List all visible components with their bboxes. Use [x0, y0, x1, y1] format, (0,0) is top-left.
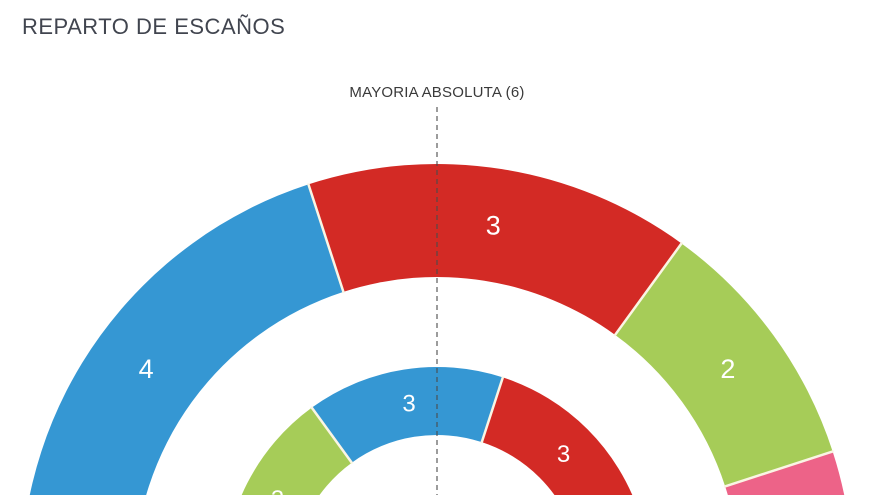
outer-ring-segment-label: 3 [486, 210, 501, 240]
outer-ring-separator [723, 449, 834, 488]
inner-ring-segment-0 [241, 407, 352, 495]
inner-ring-segment-label: 3 [402, 391, 415, 418]
inner-ring-separator [480, 376, 505, 444]
outer-ring-segment-0 [29, 184, 344, 495]
outer-ring-segment-3 [725, 451, 845, 495]
outer-ring-segment-2 [615, 243, 833, 487]
inner-ring-segment-label: 3 [271, 486, 284, 495]
outer-ring-separator [306, 183, 345, 294]
inner-ring-separator [310, 406, 354, 465]
inner-ring-segment-1 [311, 366, 503, 463]
outer-ring-segment-label: 2 [720, 354, 735, 384]
majority-line-label: MAYORIA ABSOLUTA (6) [349, 84, 525, 101]
inner-ring-segment-label: 3 [557, 441, 570, 468]
inner-ring-segment-2 [481, 377, 633, 495]
outer-ring-separator [613, 241, 684, 337]
page-title: REPARTO DE ESCAÑOS [22, 14, 286, 39]
outer-ring-segment-label: 4 [139, 354, 154, 384]
outer-ring-segment-1 [308, 163, 682, 335]
